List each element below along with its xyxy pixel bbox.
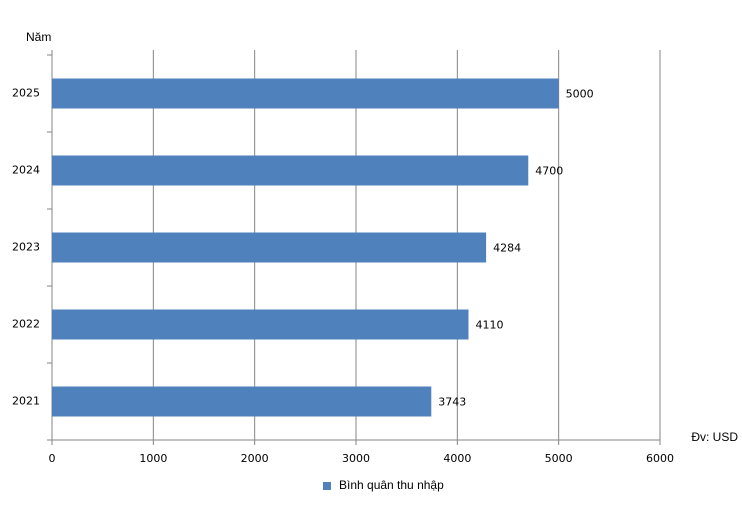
bar (52, 232, 487, 263)
legend-label: Bình quân thu nhập (339, 478, 444, 492)
y-tick-label: 2025 (12, 87, 40, 100)
x-axis-title: Đv: USD (691, 430, 738, 444)
value-label: 4284 (493, 242, 521, 255)
value-label: 4110 (475, 319, 503, 332)
bar (52, 309, 469, 340)
y-tick-label: 2024 (12, 164, 40, 177)
value-label: 3743 (438, 396, 466, 409)
bar (52, 386, 432, 417)
legend-swatch (323, 482, 331, 490)
x-tick-label: 0 (49, 452, 56, 465)
bar (52, 155, 529, 186)
value-label: 4700 (535, 165, 563, 178)
x-tick-label: 4000 (443, 452, 471, 465)
bar (52, 78, 559, 109)
y-tick-label: 2022 (12, 318, 40, 331)
x-tick-label: 5000 (545, 452, 573, 465)
x-tick-label: 1000 (139, 452, 167, 465)
y-tick-label: 2023 (12, 241, 40, 254)
value-label: 5000 (566, 88, 594, 101)
x-tick-label: 3000 (342, 452, 370, 465)
x-tick-label: 6000 (646, 452, 674, 465)
y-tick-label: 2021 (12, 395, 40, 408)
x-tick-label: 2000 (241, 452, 269, 465)
y-axis-title: Năm (26, 30, 51, 44)
